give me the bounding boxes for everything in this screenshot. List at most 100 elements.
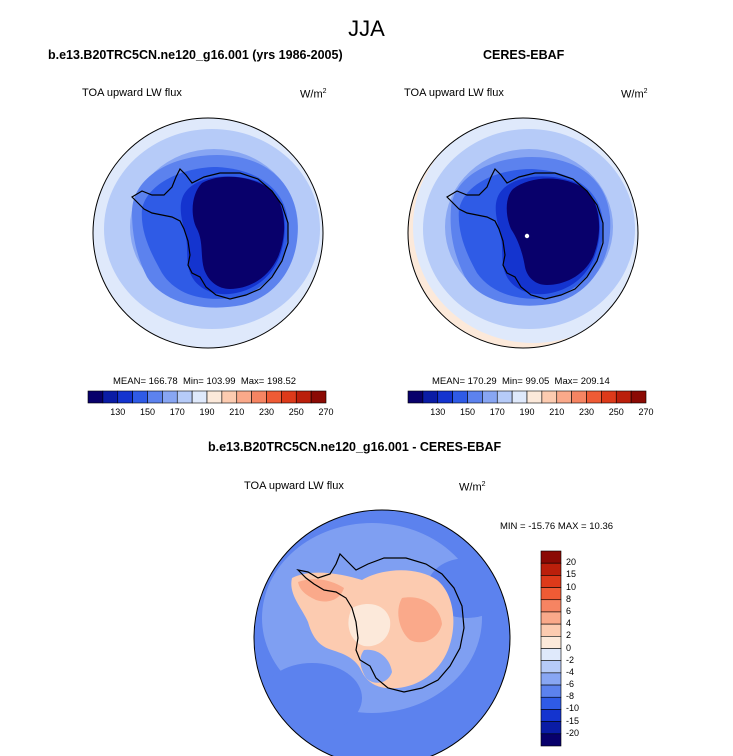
map-fill-land-white bbox=[348, 604, 391, 647]
panel1-stats: MEAN= 166.78 Min= 103.99 Max= 198.52 bbox=[113, 376, 297, 387]
map-fill-core bbox=[192, 176, 285, 289]
panel2-units: W/m2 bbox=[621, 88, 648, 101]
colorbar-swatch bbox=[540, 696, 562, 710]
colorbar-swatch bbox=[467, 390, 483, 404]
colorbar-swatch bbox=[102, 390, 119, 404]
colorbar-swatch bbox=[541, 390, 558, 404]
map-boundary bbox=[253, 509, 511, 756]
panel1-units: W/m2 bbox=[300, 88, 327, 101]
colorbar-tick-label: 170 bbox=[489, 407, 505, 417]
colorbar-swatch bbox=[615, 390, 632, 404]
colorbar-swatch bbox=[526, 390, 543, 404]
panel3-stats: MIN = -15.76 MAX = 10.36 bbox=[500, 521, 614, 532]
panel2-variable: TOA upward LW flux bbox=[404, 87, 504, 99]
map-fill-land-blue bbox=[360, 649, 392, 683]
colorbar-tick-label: 15 bbox=[566, 569, 577, 580]
colorbar-tick-label: 4 bbox=[566, 618, 572, 629]
colorbar-tick-label: -10 bbox=[566, 703, 580, 714]
colorbar-swatch bbox=[496, 390, 513, 404]
colorbar-tick-label: 270 bbox=[318, 407, 334, 417]
map-fill-land-warm bbox=[398, 597, 442, 643]
colorbar-swatch bbox=[540, 733, 562, 747]
colorbar-tick-label: 270 bbox=[638, 407, 654, 417]
colorbar-tick-label: 210 bbox=[549, 407, 565, 417]
map-fill-core bbox=[506, 178, 600, 285]
colorbar-tick-label: 2 bbox=[566, 630, 572, 641]
colorbar-swatch bbox=[221, 390, 238, 404]
panel3-map bbox=[253, 509, 511, 756]
colorbar-tick-label: 130 bbox=[110, 407, 126, 417]
colorbar-swatch bbox=[407, 390, 424, 404]
panel3-colorbar bbox=[540, 550, 562, 747]
colorbar-tick-label: 0 bbox=[566, 642, 572, 653]
colorbar-swatch bbox=[540, 611, 562, 625]
panel1-variable: TOA upward LW flux bbox=[82, 87, 182, 99]
colorbar-swatch bbox=[147, 390, 163, 404]
panel3-colorbar-ticks: 20 15 10 8 6 4 2 0 -2 -4 -6 -8 -10 -15 -20 bbox=[566, 551, 596, 746]
antarctica-coastline bbox=[446, 167, 604, 300]
figure-title: JJA bbox=[348, 16, 385, 41]
colorbar-swatch bbox=[556, 390, 572, 404]
colorbar-tick-label: 6 bbox=[566, 605, 572, 616]
colorbar-swatch bbox=[540, 660, 562, 674]
colorbar-tick-label: 150 bbox=[139, 407, 156, 417]
colorbar-tick-label: -4 bbox=[566, 666, 575, 677]
panel3-variable: TOA upward LW flux bbox=[244, 480, 344, 492]
colorbar-tick-label: 190 bbox=[199, 407, 215, 417]
colorbar-swatch bbox=[132, 390, 148, 404]
map-fill-land-warm bbox=[298, 579, 344, 602]
panel1-map bbox=[92, 117, 324, 349]
colorbar-swatch bbox=[236, 390, 252, 404]
colorbar-swatch bbox=[117, 390, 133, 404]
antarctica-coastline bbox=[131, 167, 289, 300]
map-boundary bbox=[92, 117, 324, 349]
colorbar-tick-label: -6 bbox=[566, 679, 575, 690]
panel2-colorbar-ticks: 130 150 170 190 210 230 250 270 bbox=[408, 407, 653, 419]
pole-marker bbox=[524, 233, 530, 239]
colorbar-swatch bbox=[310, 390, 327, 404]
colorbar-tick-label: 130 bbox=[430, 407, 446, 417]
colorbar-swatch bbox=[571, 390, 587, 404]
colorbar-tick-label: 10 bbox=[566, 581, 577, 592]
colorbar-swatch bbox=[540, 623, 562, 637]
panel3-title: b.e13.B20TRC5CN.ne120_g16.001 - CERES-EB… bbox=[208, 440, 502, 454]
panel1-colorbar bbox=[87, 390, 327, 404]
colorbar-swatch bbox=[176, 390, 193, 404]
colorbar-swatch bbox=[540, 672, 562, 686]
colorbar-swatch bbox=[191, 390, 208, 404]
colorbar-swatch bbox=[540, 648, 562, 661]
colorbar-tick-label: -20 bbox=[566, 727, 580, 738]
colorbar-tick-label: -2 bbox=[566, 654, 575, 665]
colorbar-tick-label: 190 bbox=[519, 407, 535, 417]
colorbar-swatch bbox=[266, 390, 282, 404]
colorbar-tick-label: 250 bbox=[608, 407, 624, 417]
colorbar-swatch bbox=[281, 390, 297, 404]
colorbar-swatch bbox=[540, 636, 562, 649]
colorbar-tick-label: 250 bbox=[288, 407, 304, 417]
colorbar-swatch bbox=[511, 390, 528, 404]
colorbar-swatch bbox=[540, 575, 562, 588]
colorbar-tick-label: 170 bbox=[169, 407, 185, 417]
colorbar-swatch bbox=[630, 390, 647, 404]
colorbar-swatch bbox=[482, 390, 498, 404]
colorbar-swatch bbox=[540, 562, 562, 576]
panel2-title: CERES-EBAF bbox=[483, 48, 565, 62]
colorbar-tick-label: 230 bbox=[258, 407, 275, 417]
colorbar-swatch bbox=[206, 390, 223, 404]
colorbar-tick-label: 210 bbox=[229, 407, 245, 417]
panel2-stats: MEAN= 170.29 Min= 99.05 Max= 209.14 bbox=[432, 376, 610, 387]
panel2-colorbar bbox=[407, 390, 647, 404]
antarctica-coastline bbox=[296, 552, 465, 693]
colorbar-swatch bbox=[540, 684, 562, 698]
panel1-colorbar-ticks: 130 150 170 190 210 230 250 270 bbox=[88, 407, 333, 419]
colorbar-swatch bbox=[295, 390, 312, 404]
map-fill-ocean-patch bbox=[262, 663, 362, 733]
colorbar-swatch bbox=[452, 390, 468, 404]
colorbar-swatch bbox=[437, 390, 453, 404]
colorbar-swatch bbox=[540, 599, 562, 613]
colorbar-swatch bbox=[162, 390, 178, 404]
panel2-map bbox=[407, 117, 639, 349]
colorbar-swatch bbox=[422, 390, 439, 404]
colorbar-tick-label: 150 bbox=[459, 407, 476, 417]
colorbar-swatch bbox=[540, 721, 562, 735]
